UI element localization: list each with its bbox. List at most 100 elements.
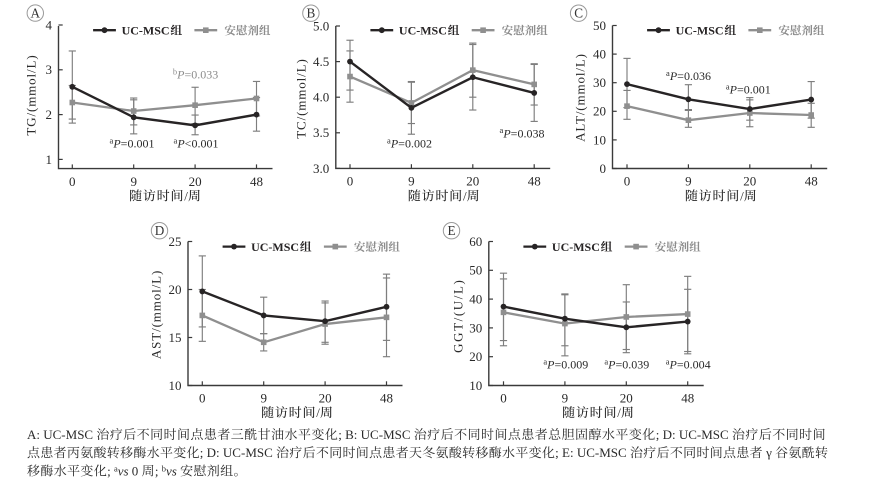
svg-text:;: ; [155,463,162,478]
svg-text:9: 9 [685,174,692,189]
svg-text:/: / [463,188,467,203]
svg-text:9: 9 [260,391,267,406]
svg-text:P: P [669,358,678,372]
svg-text:=0.038: =0.038 [511,126,545,140]
svg-text:γ: γ [763,445,775,460]
svg-text:20: 20 [743,174,756,189]
svg-text:C: C [574,6,583,21]
svg-text:P: P [112,137,121,151]
svg-text:9: 9 [562,391,569,406]
svg-text:; E: UC-MSC: ; E: UC-MSC [555,445,630,460]
svg-text:/: / [617,405,621,420]
svg-text:=0.036: =0.036 [677,69,711,83]
svg-text:0: 0 [600,161,607,176]
svg-text:0: 0 [199,391,206,406]
svg-text:UC-MSC: UC-MSC [676,24,724,38]
svg-text:; D: UC-MSC: ; D: UC-MSC [656,427,732,442]
svg-text:P: P [176,68,185,82]
svg-text:50: 50 [469,263,482,278]
svg-text:15: 15 [169,330,182,345]
svg-text:3.0: 3.0 [313,161,329,176]
svg-text:48: 48 [805,174,818,189]
svg-text:48: 48 [250,174,263,189]
svg-text:=0.001: =0.001 [737,83,771,97]
svg-text:40: 40 [469,291,482,306]
svg-text:;: ; [107,463,114,478]
svg-text:a: a [110,136,114,146]
svg-text:20: 20 [319,391,332,406]
svg-text:; D: UC-MSC: ; D: UC-MSC [200,445,276,460]
svg-text:P: P [729,83,738,97]
svg-text:=0.004: =0.004 [677,358,711,372]
svg-text:9: 9 [408,174,415,189]
svg-text:a: a [604,356,608,366]
svg-text:P: P [390,137,399,151]
svg-text:E: E [447,223,455,238]
svg-text:b: b [162,463,166,473]
svg-text:A: A [31,6,41,21]
svg-text:30: 30 [469,320,482,335]
svg-text:48: 48 [380,391,393,406]
svg-text:0: 0 [624,174,631,189]
svg-text:a: a [666,356,670,366]
svg-text:=0.009: =0.009 [554,358,588,372]
svg-text:TC/(mmol/L): TC/(mmol/L) [293,58,308,138]
svg-text:A: UC-MSC: A: UC-MSC [27,427,96,442]
svg-text:UC-MSC: UC-MSC [251,240,299,254]
svg-text:/: / [740,188,744,203]
svg-text:TG/(mmol/L): TG/(mmol/L) [24,54,39,135]
svg-text:=0.001: =0.001 [121,137,155,151]
svg-text:UC-MSC: UC-MSC [552,240,600,254]
svg-text:10: 10 [169,378,182,393]
svg-text:UC-MSC: UC-MSC [122,24,170,38]
svg-text:4: 4 [46,17,53,32]
svg-text:P: P [502,126,511,140]
svg-text:25: 25 [169,234,182,249]
svg-text:2: 2 [46,107,53,122]
svg-text:/: / [316,405,320,420]
svg-text:GGT/(U/L): GGT/(U/L) [451,279,466,353]
svg-text:; B: UC-MSC: ; B: UC-MSC [338,427,413,442]
svg-text:48: 48 [681,391,694,406]
svg-text:10: 10 [469,378,482,393]
svg-text:B: B [307,6,316,21]
svg-text:a: a [174,136,178,146]
svg-text:a: a [726,81,730,91]
svg-text:0: 0 [500,391,507,406]
svg-text:vs: vs [118,463,129,478]
svg-text:ALT/(mmol/L): ALT/(mmol/L) [573,53,588,142]
svg-text:/: / [184,188,188,203]
svg-text:20: 20 [620,391,633,406]
svg-text:40: 40 [593,46,606,61]
svg-text:0: 0 [347,174,354,189]
svg-text:a: a [666,68,670,78]
svg-text:P: P [669,69,678,83]
svg-text:0: 0 [129,463,142,478]
svg-text:=0.033: =0.033 [185,68,219,82]
svg-text:5.0: 5.0 [313,18,329,33]
svg-text:50: 50 [593,18,606,33]
svg-text:4.0: 4.0 [313,90,329,105]
svg-text:60: 60 [469,234,482,249]
svg-text:3: 3 [46,62,53,77]
svg-text:20: 20 [466,174,479,189]
svg-text:D: D [155,223,165,238]
svg-text:UC-MSC: UC-MSC [399,24,447,38]
svg-text:9: 9 [130,174,137,189]
svg-text:AST/(mmol/L): AST/(mmol/L) [148,270,163,359]
svg-text:1: 1 [46,152,53,167]
svg-text:=0.002: =0.002 [398,137,432,151]
svg-text:10: 10 [593,132,606,147]
svg-text:a: a [500,125,504,135]
svg-text:20: 20 [469,349,482,364]
svg-text:20: 20 [169,282,182,297]
svg-text:P: P [176,137,185,151]
svg-text:a: a [387,135,391,145]
svg-text:P: P [607,358,616,372]
svg-text:a: a [114,463,118,473]
svg-text:4.5: 4.5 [313,54,329,69]
svg-text:a: a [543,356,547,366]
svg-text:30: 30 [593,75,606,90]
svg-text:b: b [173,67,177,77]
svg-text:P: P [546,358,555,372]
